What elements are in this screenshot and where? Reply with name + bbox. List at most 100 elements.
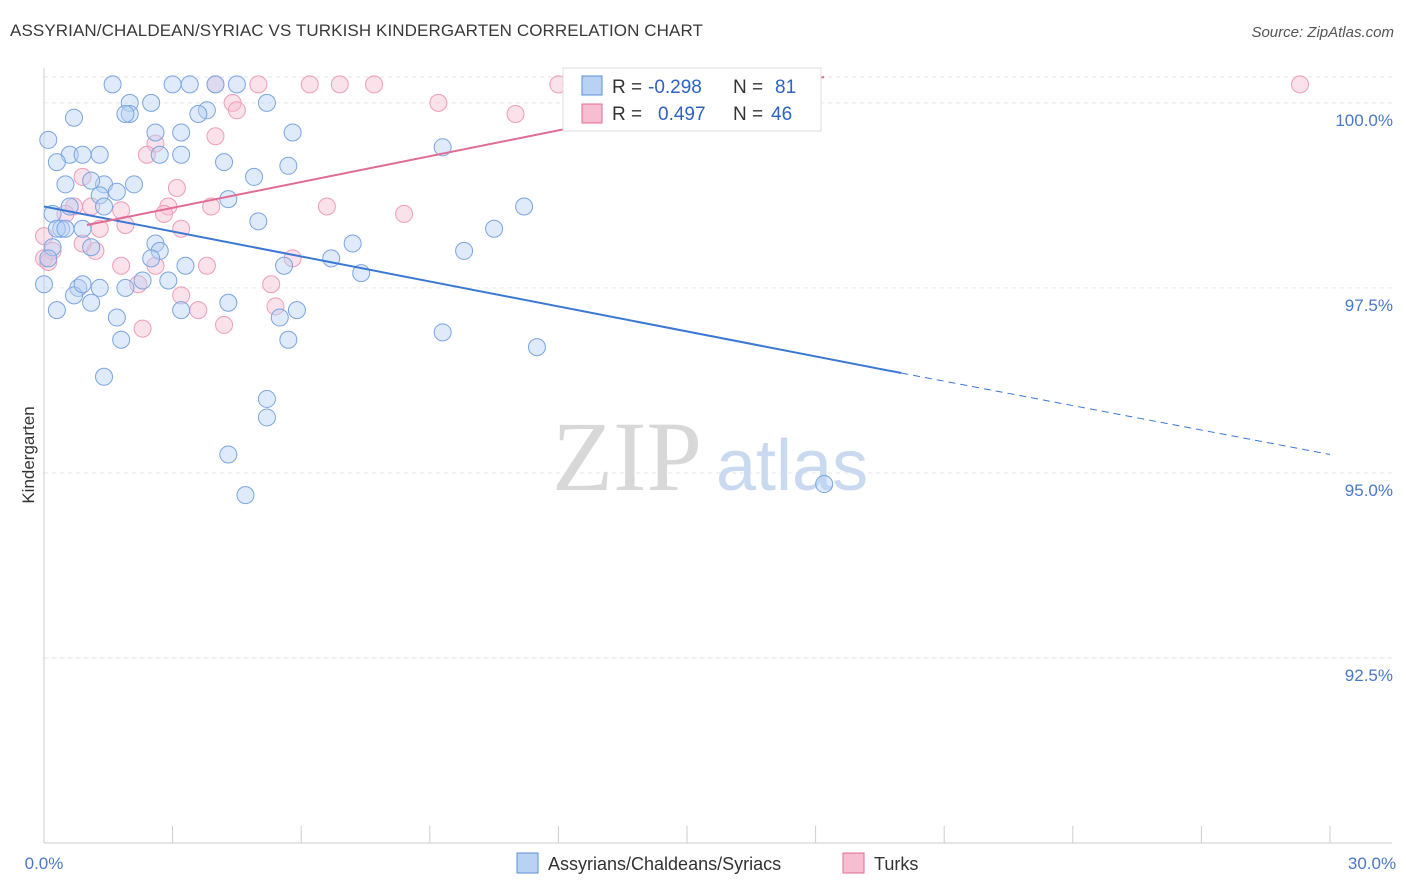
watermark-atlas: atlas	[716, 426, 868, 506]
assyrians-point	[142, 249, 161, 268]
x-tick-labels: 0.0% 30.0%	[25, 854, 1396, 873]
turks-point	[112, 256, 131, 275]
assyrians-point	[82, 238, 101, 257]
assyrians-point	[95, 197, 114, 216]
watermark: ZIP atlas	[552, 401, 868, 512]
y-tick-labels: 100.0% 97.5% 95.0% 92.5%	[1335, 111, 1393, 685]
assyrians-point	[163, 75, 182, 94]
assyrians-point	[515, 197, 534, 216]
gridlines	[44, 76, 1392, 659]
assyrians-point	[82, 171, 101, 190]
assyrians-point	[455, 241, 474, 260]
assyrians-point	[90, 145, 109, 164]
assyrians-point	[197, 101, 216, 120]
assyrians-point	[257, 389, 276, 408]
assyrians-point	[73, 145, 92, 164]
assyrians-point	[52, 219, 71, 238]
axes	[43, 68, 1392, 844]
assyrians-trend-line	[43, 205, 902, 375]
assyrians-point	[815, 475, 834, 494]
assyrians-point	[73, 275, 92, 294]
assyrians-point	[39, 130, 58, 149]
turks-point	[39, 253, 58, 272]
assyrians-point	[275, 256, 294, 275]
turks-points	[35, 75, 1309, 338]
turks-point	[167, 179, 186, 198]
assyrians-point	[43, 238, 62, 257]
assyrians-point	[107, 308, 126, 327]
turks-point	[266, 297, 285, 316]
y-tick-label: 95.0%	[1345, 481, 1393, 500]
turks-point	[133, 319, 152, 338]
legend-swatch-blue	[581, 75, 603, 96]
legend-pink-n-value: 46	[771, 104, 792, 125]
correlation-legend: R = -0.298 N = 81 R = 0.497 N = 46	[562, 67, 822, 132]
assyrians-trend-extension	[901, 372, 1331, 455]
assyrians-point	[189, 105, 208, 124]
assyrians-point	[73, 219, 92, 238]
assyrians-point	[150, 145, 169, 164]
assyrians-point	[227, 75, 246, 94]
legend-blue-r-value: -0.298	[648, 77, 702, 98]
assyrians-point	[270, 308, 289, 327]
assyrians-point	[215, 153, 234, 172]
assyrians-point	[172, 123, 191, 142]
assyrians-point	[103, 75, 122, 94]
turks-point	[73, 234, 92, 253]
turks-point	[429, 93, 448, 112]
legend-pink-r-value: 0.497	[658, 104, 706, 125]
assyrians-point	[35, 275, 53, 294]
y-tick-label: 100.0%	[1335, 111, 1393, 130]
assyrians-point	[125, 175, 144, 194]
series-legend-swatch-pink	[842, 852, 865, 874]
assyrians-point	[485, 219, 504, 238]
assyrians-point	[146, 123, 165, 142]
turks-point	[73, 167, 92, 186]
assyrians-point	[257, 93, 276, 112]
turks-point	[189, 301, 208, 320]
turks-point	[215, 315, 234, 334]
turks-point	[1290, 75, 1309, 94]
assyrians-point	[287, 301, 306, 320]
assyrians-point	[172, 145, 191, 164]
assyrians-point	[279, 156, 298, 175]
turks-point	[300, 75, 319, 94]
legend-blue-n-value: 81	[775, 77, 796, 98]
assyrians-point	[90, 186, 109, 205]
turks-point	[365, 75, 384, 94]
watermark-zip: ZIP	[552, 401, 702, 512]
x-tick-label: 0.0%	[25, 854, 64, 873]
turks-point	[395, 204, 414, 223]
assyrians-point	[219, 445, 238, 464]
assyrians-point	[95, 367, 114, 386]
assyrians-point	[279, 330, 298, 349]
turks-point	[197, 256, 216, 275]
assyrians-point	[47, 153, 66, 172]
assyrians-point	[142, 93, 161, 112]
legend-box	[562, 67, 822, 132]
series-legend-label-blue: Assyrians/Chaldeans/Syriacs	[548, 854, 781, 874]
assyrians-point	[47, 301, 66, 320]
trend-lines	[43, 76, 1331, 455]
turks-point	[202, 197, 221, 216]
turks-point	[206, 127, 225, 146]
assyrians-points	[35, 75, 834, 505]
turks-point	[137, 145, 156, 164]
legend-blue-n-label: N =	[733, 77, 763, 98]
y-tick-label: 97.5%	[1345, 296, 1393, 315]
assyrians-point	[56, 219, 75, 238]
assyrians-point	[433, 138, 452, 157]
assyrians-point	[159, 271, 178, 290]
turks-point	[330, 75, 349, 94]
assyrians-point	[236, 486, 255, 505]
assyrians-point	[180, 75, 199, 94]
y-tick-label: 92.5%	[1345, 666, 1393, 685]
assyrians-point	[112, 330, 131, 349]
chart-title: ASSYRIAN/CHALDEAN/SYRIAC VS TURKISH KIND…	[10, 21, 704, 40]
assyrians-point	[219, 190, 238, 209]
assyrians-point	[133, 271, 152, 290]
assyrians-point	[257, 408, 276, 427]
assyrians-point	[56, 175, 75, 194]
series-legend-label-pink: Turks	[874, 854, 918, 874]
